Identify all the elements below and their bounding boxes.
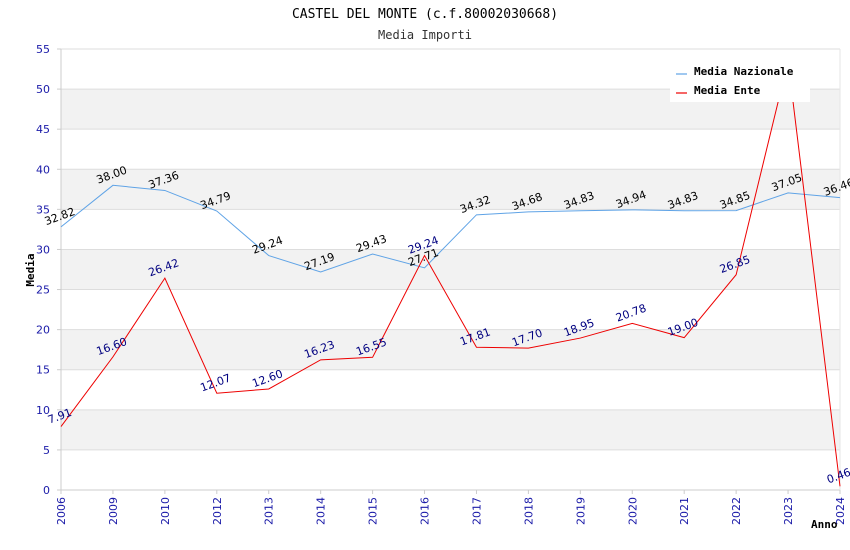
- x-tick-label: 2006: [55, 497, 68, 525]
- grid-band: [61, 169, 840, 210]
- x-axis-ticks: 2006 2009 2010 2012 2013 2014 2015 2016 2017 2018…: [55, 490, 847, 525]
- x-tick-label: 2019: [574, 497, 587, 525]
- series-lines: [60, 60, 841, 487]
- grid-band: [61, 249, 840, 290]
- x-tick-label: 2015: [367, 497, 380, 525]
- x-tick-label: 2016: [419, 497, 432, 525]
- grid-band: [61, 409, 840, 450]
- x-tick-label: 2013: [263, 497, 276, 525]
- x-tick-label: 2021: [678, 497, 691, 525]
- y-tick-label: 55: [36, 43, 50, 56]
- series-line-media-ente: [60, 60, 841, 487]
- y-tick-label: 10: [36, 404, 50, 417]
- y-tick-label: 40: [36, 163, 50, 176]
- x-tick-label: 2012: [211, 497, 224, 525]
- grid-bands: [61, 89, 840, 450]
- y-tick-label: 25: [36, 284, 50, 297]
- y-tick-label: 50: [36, 83, 50, 96]
- x-tick-label: 2017: [470, 497, 483, 525]
- y-tick-label: 30: [36, 243, 50, 256]
- x-axis-title: Anno: [811, 518, 838, 531]
- x-tick-label: 2024: [834, 497, 847, 525]
- y-axis-ticks: 0 5 10 15 20 25 30 35 40 45 50 55: [36, 43, 61, 497]
- axes: [60, 49, 841, 491]
- chart-title: CASTEL DEL MONTE (c.f.80002030668): [292, 7, 558, 22]
- legend-label-media-nazionale: Media Nazionale: [694, 65, 794, 78]
- x-tick-label: 2009: [107, 497, 120, 525]
- x-tick-label: 2014: [315, 497, 328, 525]
- legend: Media Nazionale Media Ente: [670, 58, 810, 102]
- y-tick-label: 20: [36, 324, 50, 337]
- series-line-media-nazionale: [60, 184, 841, 273]
- y-tick-label: 0: [43, 484, 50, 497]
- y-tick-label: 5: [43, 444, 50, 457]
- legend-label-media-ente: Media Ente: [694, 84, 761, 97]
- x-tick-label: 2020: [626, 497, 639, 525]
- y-tick-label: 45: [36, 123, 50, 136]
- chart-subtitle: Media Importi: [378, 28, 472, 42]
- x-tick-label: 2018: [522, 497, 535, 525]
- x-tick-label: 2022: [730, 497, 743, 525]
- legend-box: [670, 58, 810, 102]
- x-tick-label: 2010: [159, 497, 172, 525]
- x-tick-label: 2023: [782, 497, 795, 525]
- y-tick-label: 15: [36, 364, 50, 377]
- grid-band: [61, 329, 840, 370]
- y-tick-label: 35: [36, 203, 50, 216]
- y-axis-title: Media: [24, 253, 37, 286]
